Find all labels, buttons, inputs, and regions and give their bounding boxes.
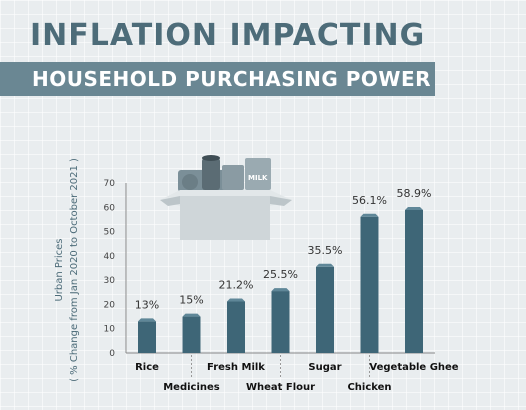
y-tick-label: 10 xyxy=(104,325,116,335)
grocery-box-icon: MILK xyxy=(160,155,292,240)
category-label: Vegetable Ghee xyxy=(369,362,458,373)
category-label: Medicines xyxy=(163,382,220,393)
bar-cap xyxy=(405,206,423,210)
y-tick-label: 60 xyxy=(104,203,116,213)
bar-fresh-milk xyxy=(227,301,245,353)
bar-cap xyxy=(227,298,245,302)
data-label: 25.5% xyxy=(263,268,298,281)
bar-cap xyxy=(182,313,201,317)
bar-cap xyxy=(316,263,334,267)
data-label: 35.5% xyxy=(308,244,343,257)
y-tick-label: 50 xyxy=(104,228,116,238)
data-label: 56.1% xyxy=(352,194,387,207)
bar-rice xyxy=(138,321,156,353)
bar-sugar xyxy=(316,266,334,353)
y-tick-label: 30 xyxy=(104,276,116,286)
data-label: 13% xyxy=(135,298,159,311)
y-tick-label: 20 xyxy=(104,300,116,310)
category-label: Fresh Milk xyxy=(207,362,265,373)
data-label: 15% xyxy=(179,294,203,307)
category-label: Wheat Flour xyxy=(246,382,315,393)
data-label: 21.2% xyxy=(219,279,254,292)
bar-medicines xyxy=(182,316,201,353)
subtitle-banner: HOUSEHOLD PURCHASING POWER xyxy=(0,62,435,96)
y-axis-sublabel: ( % Change from Jan 2020 to October 2021… xyxy=(69,158,80,382)
y-axis-label: Urban Prices xyxy=(54,238,65,301)
milk-label: MILK xyxy=(248,174,268,182)
y-tick-label: 40 xyxy=(104,252,116,262)
subtitle: HOUSEHOLD PURCHASING POWER xyxy=(32,67,432,91)
page-title: INFLATION IMPACTING xyxy=(30,18,426,53)
category-label: Rice xyxy=(135,362,159,373)
bar-chicken xyxy=(360,216,379,353)
bar-cap xyxy=(271,288,290,292)
y-tick-label: 70 xyxy=(104,179,116,189)
bar-cap xyxy=(360,213,379,217)
y-tick-label: 0 xyxy=(109,349,115,359)
bar-wheat-flour xyxy=(271,291,290,353)
data-label: 58.9% xyxy=(397,187,432,200)
bar-cap xyxy=(138,318,156,322)
category-label: Sugar xyxy=(308,362,341,373)
bar-vegetable-ghee xyxy=(405,209,423,353)
category-label: Chicken xyxy=(347,382,391,393)
